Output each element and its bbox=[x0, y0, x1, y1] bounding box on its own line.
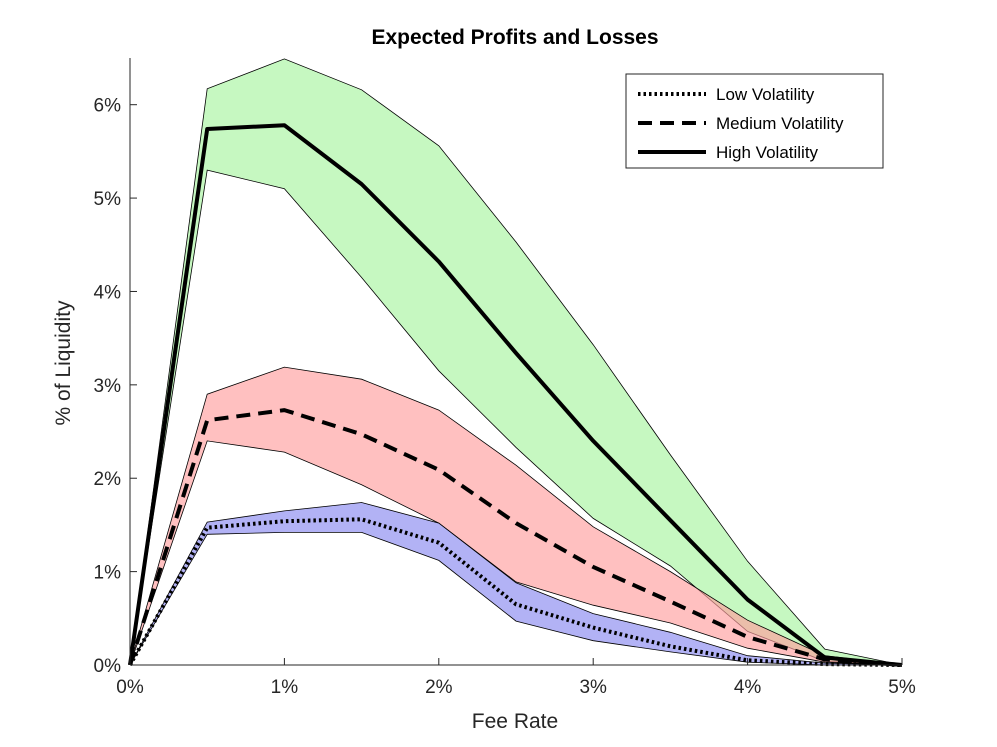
x-tick-label: 0% bbox=[116, 677, 144, 698]
legend-label-low-volatility: Low Volatility bbox=[716, 85, 815, 104]
x-tick-label: 3% bbox=[579, 677, 607, 698]
x-axis-label: Fee Rate bbox=[472, 710, 558, 733]
x-tick-label: 2% bbox=[425, 677, 453, 698]
x-tick-label: 1% bbox=[271, 677, 299, 698]
low-volatility-band bbox=[130, 502, 902, 665]
low-volatility-line bbox=[128, 517, 903, 667]
legend-label-high-volatility: High Volatility bbox=[716, 143, 819, 162]
high-volatility-band bbox=[130, 58, 902, 665]
low-volatility-lower-bound bbox=[129, 532, 902, 666]
medium-volatility-upper-bound bbox=[129, 366, 903, 666]
low-volatility-upper-bound bbox=[129, 502, 903, 666]
medium-volatility-lower-bound bbox=[129, 440, 903, 666]
y-tick-label: 6% bbox=[94, 96, 122, 117]
high-volatility-line bbox=[128, 123, 903, 667]
axes bbox=[129, 58, 902, 666]
y-tick-label: 5% bbox=[94, 189, 122, 210]
y-tick-label: 1% bbox=[94, 563, 122, 584]
chart-title: Expected Profits and Losses bbox=[371, 26, 658, 49]
x-tick-label: 4% bbox=[734, 677, 762, 698]
ticks: 0% 1% 2% 3% 4% 5% 0% 1% 2% 3% 4% 5% 6% bbox=[94, 96, 916, 698]
y-axis-label: % of Liquidity bbox=[52, 300, 75, 425]
confidence-bands bbox=[129, 58, 903, 666]
legend-label-medium-volatility: Medium Volatility bbox=[716, 114, 844, 133]
high-volatility-upper-bound bbox=[129, 58, 903, 666]
y-tick-label: 2% bbox=[94, 469, 122, 490]
x-tick-label: 5% bbox=[888, 677, 916, 698]
y-tick-label: 0% bbox=[94, 656, 122, 677]
legend: Low Volatility Medium Volatility High Vola… bbox=[625, 73, 884, 169]
series-lines bbox=[128, 123, 903, 667]
medium-volatility-line bbox=[128, 408, 903, 667]
medium-volatility-band bbox=[130, 367, 902, 665]
y-tick-label: 3% bbox=[94, 376, 122, 397]
y-tick-label: 4% bbox=[94, 282, 122, 303]
